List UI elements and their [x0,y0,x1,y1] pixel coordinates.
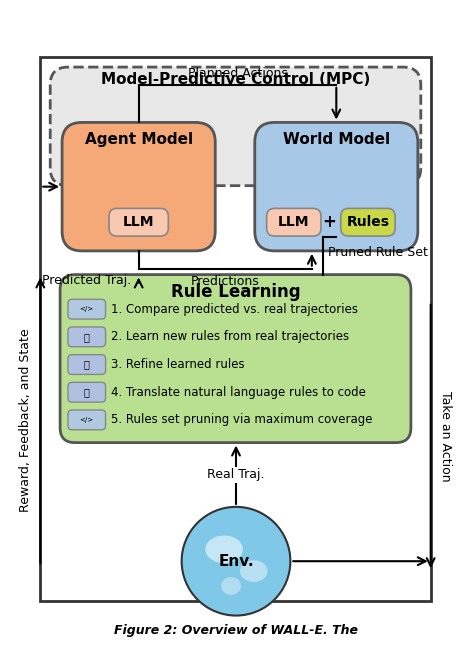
Text: 3. Refine learned rules: 3. Refine learned rules [111,358,245,371]
FancyBboxPatch shape [109,209,169,236]
Text: 5. Rules set pruning via maximum coverage: 5. Rules set pruning via maximum coverag… [111,413,373,426]
FancyBboxPatch shape [68,327,106,347]
Text: Planned Actions: Planned Actions [187,67,287,80]
Ellipse shape [205,535,243,563]
Ellipse shape [221,577,241,595]
Text: Predicted Traj.: Predicted Traj. [42,274,131,286]
Bar [40,57,430,600]
FancyBboxPatch shape [68,355,106,374]
FancyBboxPatch shape [68,299,106,319]
FancyBboxPatch shape [68,382,106,402]
Text: Predictions: Predictions [191,274,260,288]
Text: Pruned Rule Set: Pruned Rule Set [328,246,428,259]
Text: Reward, Feedback, and State: Reward, Feedback, and State [19,329,32,512]
FancyBboxPatch shape [68,410,106,430]
Text: 🤖: 🤖 [84,387,90,397]
Text: Real Traj.: Real Traj. [207,468,265,481]
FancyBboxPatch shape [255,123,418,251]
Text: 🤖: 🤖 [84,359,90,370]
Text: World Model: World Model [283,132,390,147]
Text: 1. Compare predicted vs. real trajectories: 1. Compare predicted vs. real trajectori… [111,303,358,316]
Text: Model-Predictive Control (MPC): Model-Predictive Control (MPC) [101,72,370,87]
FancyBboxPatch shape [267,209,321,236]
Text: Take an Action: Take an Action [439,391,452,482]
Text: +: + [322,213,336,231]
Text: Rules: Rules [346,215,389,230]
Text: 4. Translate natural language rules to code: 4. Translate natural language rules to c… [111,386,366,399]
FancyBboxPatch shape [50,67,421,186]
FancyBboxPatch shape [341,209,395,236]
FancyBboxPatch shape [60,274,411,443]
Text: </>: </> [80,417,94,423]
Text: 2. Learn new rules from real trajectories: 2. Learn new rules from real trajectorie… [111,331,350,344]
Text: LLM: LLM [123,215,154,230]
Text: Figure 2: Overview of WALL-E. The: Figure 2: Overview of WALL-E. The [114,624,358,637]
Ellipse shape [240,560,268,582]
FancyBboxPatch shape [62,123,215,251]
Text: 🤖: 🤖 [84,332,90,342]
Text: Agent Model: Agent Model [84,132,193,147]
Text: LLM: LLM [278,215,310,230]
Text: </>: </> [80,306,94,312]
Text: Env.: Env. [218,554,254,569]
Circle shape [182,507,290,615]
Text: Rule Learning: Rule Learning [171,282,300,301]
